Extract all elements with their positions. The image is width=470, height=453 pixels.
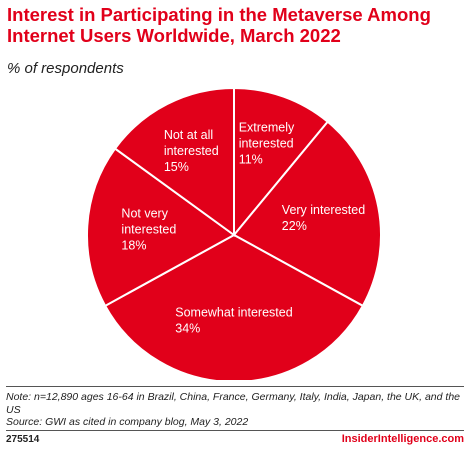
- slice-label: Extremely interested 11%: [239, 121, 295, 167]
- slice-label: Very interested 22%: [282, 203, 365, 233]
- chart-id: 275514: [6, 434, 40, 445]
- slice-name: Extremely: [239, 121, 295, 135]
- pie-slice: [233, 86, 330, 238]
- slice-name: interested: [164, 144, 219, 158]
- slice-value: 18%: [121, 239, 146, 253]
- slice-name: Not very: [121, 207, 168, 221]
- chart-subtitle: % of respondents: [7, 60, 124, 77]
- slice-value: 15%: [164, 160, 189, 174]
- footer-divider: [6, 386, 464, 387]
- slice-name: Not at all: [164, 128, 213, 142]
- footnote: Note: n=12,890 ages 16-64 in Brazil, Chi…: [6, 391, 466, 429]
- slice-value: 34%: [175, 321, 200, 335]
- pie-chart: Extremely interested 11% Very interested 22%…: [86, 86, 382, 380]
- slice-label: Not very interested 18%: [121, 207, 176, 253]
- source-text: Source: GWI as cited in company blog, Ma…: [6, 416, 249, 428]
- slice-name: Very interested: [282, 203, 365, 217]
- slice-value: 11%: [239, 153, 263, 167]
- slice-name: Somewhat interested: [175, 305, 292, 319]
- slice-value: 22%: [282, 219, 307, 233]
- slice-label: Somewhat interested 34%: [175, 305, 292, 335]
- slice-name: interested: [239, 137, 294, 151]
- chart-title: Interest in Participating in the Metaver…: [7, 4, 431, 46]
- slice-label: Not at all interested 15%: [164, 128, 219, 174]
- pie-slice: [232, 120, 382, 308]
- footer-divider-bottom: [6, 430, 464, 431]
- pie-slice: [113, 86, 235, 237]
- slice-name: interested: [121, 223, 176, 237]
- note-text: Note: n=12,890 ages 16-64 in Brazil, Chi…: [6, 391, 460, 416]
- pie-slice: [86, 147, 236, 308]
- brand-link[interactable]: InsiderIntelligence.com: [341, 433, 464, 445]
